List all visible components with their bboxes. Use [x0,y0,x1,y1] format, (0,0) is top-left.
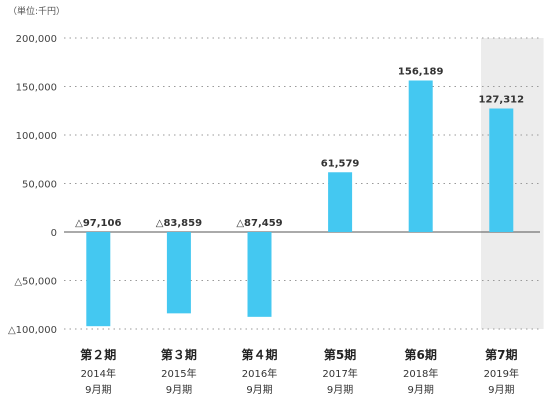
y-tick-label: 200,000 [16,34,57,45]
y-tick-label: △100,000 [8,325,57,336]
value-label: △97,106 [75,218,121,229]
category-label: 第6期 [405,347,437,362]
category-label: 第３期 [161,347,197,362]
month-label: 9月期 [166,384,192,396]
year-label: 2014年 [81,367,116,380]
y-tick-label: 100,000 [16,131,57,142]
y-tick-label: 50,000 [22,180,57,191]
bar [408,80,433,232]
year-label: 2016年 [242,367,277,380]
value-label: △83,859 [156,218,202,229]
month-label: 9月期 [246,384,272,396]
category-label: 第7期 [485,347,517,362]
category-label: 第5期 [324,347,356,362]
month-label: 9月期 [488,384,514,396]
text-layer: 200,000 150,000 100,000 50,000 0 △50,000 △100,… [8,34,524,396]
month-label: 9月期 [327,384,353,396]
y-tick-label: 150,000 [16,83,57,94]
bar [489,108,514,232]
year-label: 2019年 [484,367,519,380]
year-label: 2017年 [322,367,357,380]
bar [328,172,353,232]
year-label: 2018年 [403,367,438,380]
y-tick-label: △50,000 [14,277,57,288]
grid-layer [64,37,540,330]
y-tick-label: 0 [51,228,57,239]
bar [166,232,191,314]
month-label: 9月期 [85,384,111,396]
category-label: 第４期 [241,347,277,362]
category-label: 第２期 [80,347,116,362]
value-label: △87,459 [236,218,282,229]
bar [86,232,111,327]
bar-layer [86,80,514,327]
unit-label: （単位:千円） [8,5,65,17]
value-label: 61,579 [321,158,360,169]
year-label: 2015年 [161,367,196,380]
value-label: 156,189 [398,66,444,77]
month-label: 9月期 [408,384,434,396]
bar [247,232,272,317]
value-label: 127,312 [479,95,525,106]
